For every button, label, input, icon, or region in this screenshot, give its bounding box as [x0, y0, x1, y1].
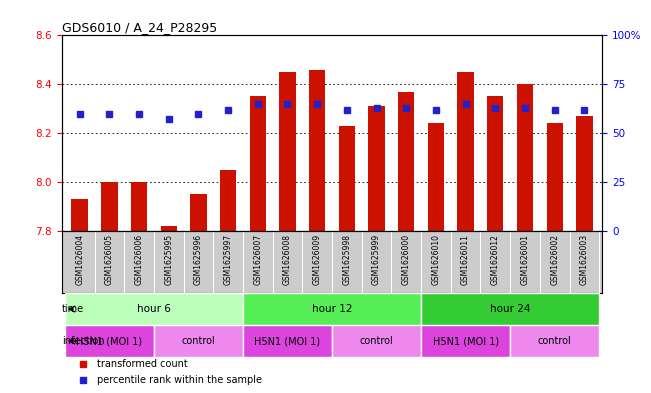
Bar: [72, 199, 88, 231]
Text: GSM1626009: GSM1626009: [312, 234, 322, 285]
Bar: [279, 72, 296, 231]
Bar: [421, 325, 510, 357]
Text: H5N1 (MOI 1): H5N1 (MOI 1): [255, 336, 320, 346]
Bar: [220, 170, 236, 231]
Text: GSM1626004: GSM1626004: [75, 234, 84, 285]
Bar: [546, 123, 563, 231]
Bar: [332, 325, 421, 357]
Bar: [428, 123, 444, 231]
Text: H5N1 (MOI 1): H5N1 (MOI 1): [432, 336, 499, 346]
Bar: [243, 293, 421, 325]
Bar: [517, 84, 533, 231]
Text: GSM1626011: GSM1626011: [461, 234, 470, 285]
Text: GSM1625998: GSM1625998: [342, 234, 352, 285]
Text: GSM1626002: GSM1626002: [550, 234, 559, 285]
Text: GSM1625995: GSM1625995: [164, 234, 173, 285]
Text: transformed count: transformed count: [97, 359, 187, 369]
Text: GDS6010 / A_24_P28295: GDS6010 / A_24_P28295: [62, 21, 217, 34]
Text: time: time: [62, 304, 84, 314]
Bar: [309, 70, 326, 231]
Bar: [131, 182, 147, 231]
Text: GSM1625996: GSM1625996: [194, 234, 203, 285]
Bar: [161, 226, 177, 231]
Bar: [576, 116, 592, 231]
Text: GSM1626012: GSM1626012: [491, 234, 500, 285]
Text: percentile rank within the sample: percentile rank within the sample: [97, 375, 262, 385]
Text: GSM1626007: GSM1626007: [253, 234, 262, 285]
Bar: [243, 325, 332, 357]
Text: GSM1625999: GSM1625999: [372, 234, 381, 285]
Text: control: control: [538, 336, 572, 346]
Bar: [249, 96, 266, 231]
Text: hour 24: hour 24: [490, 304, 531, 314]
Bar: [339, 126, 355, 231]
Bar: [368, 106, 385, 231]
Bar: [190, 194, 206, 231]
Text: infection: infection: [62, 336, 105, 346]
Bar: [65, 325, 154, 357]
Bar: [510, 325, 599, 357]
Text: GSM1625997: GSM1625997: [223, 234, 232, 285]
Bar: [458, 72, 474, 231]
Bar: [398, 92, 415, 231]
Text: GSM1626010: GSM1626010: [432, 234, 441, 285]
Text: control: control: [182, 336, 215, 346]
Bar: [65, 293, 243, 325]
Text: GSM1626008: GSM1626008: [283, 234, 292, 285]
Bar: [154, 325, 243, 357]
Text: hour 6: hour 6: [137, 304, 171, 314]
Text: GSM1626001: GSM1626001: [521, 234, 529, 285]
Text: H5N1 (MOI 1): H5N1 (MOI 1): [76, 336, 143, 346]
Text: hour 12: hour 12: [312, 304, 352, 314]
Text: GSM1626005: GSM1626005: [105, 234, 114, 285]
Text: control: control: [359, 336, 393, 346]
Bar: [101, 182, 118, 231]
Text: GSM1626006: GSM1626006: [135, 234, 143, 285]
Bar: [487, 96, 503, 231]
Bar: [421, 293, 599, 325]
Text: GSM1626003: GSM1626003: [580, 234, 589, 285]
Text: GSM1626000: GSM1626000: [402, 234, 411, 285]
